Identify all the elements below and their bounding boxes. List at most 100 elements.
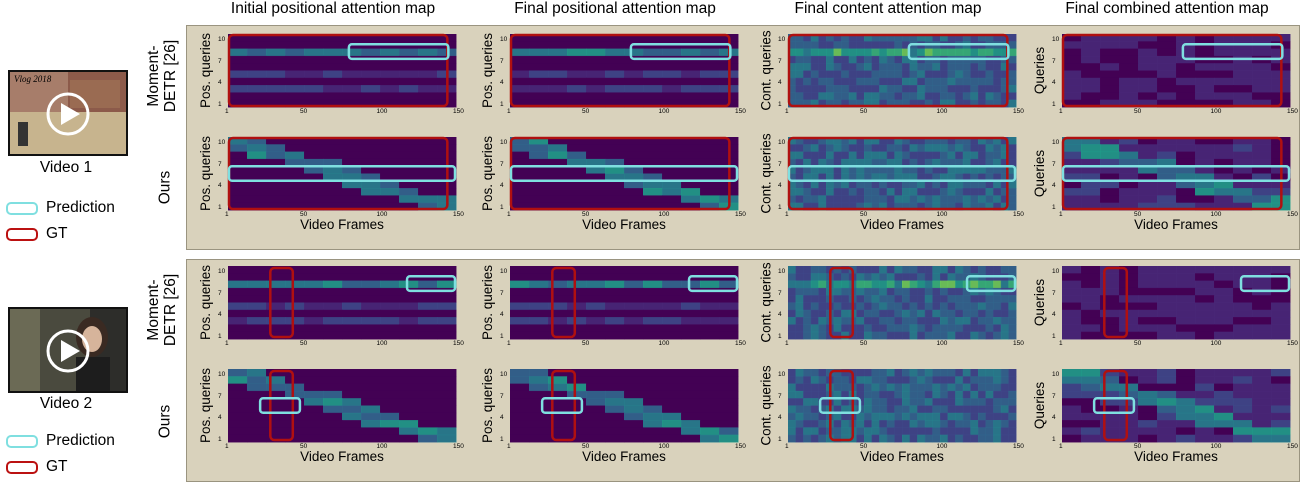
heatmap-cell — [788, 41, 797, 50]
heatmap-cell — [529, 427, 549, 436]
heatmap-cell — [285, 309, 305, 318]
heatmap-cell — [1138, 376, 1158, 385]
heatmap-cell — [1195, 166, 1215, 174]
heatmap-cell — [681, 266, 701, 274]
heatmap-cell — [323, 34, 343, 42]
heatmap-cell — [1233, 369, 1253, 377]
heatmap-cell — [985, 195, 994, 204]
heatmap-cell — [826, 85, 835, 93]
heatmap-cell — [962, 166, 971, 174]
heatmap-cell — [833, 166, 842, 174]
heatmap-cell — [323, 383, 343, 392]
heatmap-cell — [1000, 144, 1009, 153]
heatmap-cell — [932, 34, 941, 42]
heatmap-cell — [803, 390, 812, 399]
heatmap-cell — [886, 77, 895, 86]
heatmap-cell — [788, 70, 797, 79]
heatmap-cell — [955, 412, 964, 421]
heatmap-cell — [940, 280, 949, 289]
heatmap-cell — [418, 180, 438, 189]
heatmap-cell — [437, 369, 457, 377]
heatmap-cell — [247, 55, 267, 64]
heatmap-cell — [833, 302, 842, 311]
heatmap-cell — [1100, 99, 1120, 108]
heatmap-cell — [818, 383, 827, 392]
heatmap-cell — [399, 369, 419, 377]
heatmap-cell — [879, 70, 888, 79]
heatmap-cell — [662, 166, 682, 174]
heatmap-cell — [380, 63, 400, 71]
y-tick-label: 4 — [218, 79, 222, 87]
heatmap-cell — [818, 195, 827, 204]
heatmap-cell — [902, 158, 911, 167]
heatmap-cell — [1008, 295, 1017, 303]
heatmap-cell — [1008, 376, 1017, 385]
heatmap-cell — [399, 376, 419, 385]
heatmap-cell — [399, 266, 419, 274]
heatmap-cell — [1252, 376, 1272, 385]
heatmap-cell — [871, 77, 880, 86]
heatmap-cell — [1176, 324, 1196, 333]
heatmap-cell — [985, 173, 994, 182]
heatmap-cell — [662, 188, 682, 196]
heatmap-cell — [380, 412, 400, 421]
heatmap-cell — [662, 324, 682, 333]
heatmap-cell — [437, 390, 457, 399]
heatmap-cell — [1081, 173, 1101, 182]
heatmap-cell — [909, 99, 918, 108]
heatmap-cell — [818, 295, 827, 303]
heatmap-cell — [700, 331, 720, 340]
heatmap-cell — [719, 331, 739, 340]
heatmap-cell — [1157, 41, 1177, 50]
heatmap-cell — [285, 383, 305, 392]
heatmap-cell — [993, 376, 1002, 385]
heatmap-cell — [380, 166, 400, 174]
heatmap-cell — [662, 331, 682, 340]
heatmap-cell — [586, 302, 606, 311]
heatmap-cell — [848, 70, 857, 79]
heatmap-cell — [1176, 158, 1196, 167]
heatmap-cell — [970, 99, 979, 108]
heatmap-cell — [1100, 85, 1120, 93]
heatmap-cell — [228, 398, 248, 406]
heatmap-cell — [323, 48, 343, 57]
heatmap-cell — [399, 434, 419, 443]
heatmap-cell — [700, 202, 720, 211]
heatmap-cell — [567, 309, 587, 318]
heatmap-cell — [902, 99, 911, 108]
heatmap-cell — [605, 180, 625, 189]
gt-box — [1103, 369, 1129, 442]
heatmap-cell — [985, 266, 994, 274]
heatmap-cell — [932, 266, 941, 274]
heatmap-cell — [700, 158, 720, 167]
heatmap-cell — [1214, 151, 1234, 160]
heatmap-cell — [955, 295, 964, 303]
heatmap-cell — [970, 324, 979, 333]
heatmap-cell — [548, 331, 568, 340]
heatmap-cell — [567, 188, 587, 196]
heatmap-cell — [833, 34, 842, 42]
heatmap-cell — [1157, 398, 1177, 406]
heatmap-cell — [605, 55, 625, 64]
heatmap-cell — [285, 376, 305, 385]
x-tick-label: 1 — [507, 108, 511, 115]
heatmap-cell — [1233, 427, 1253, 436]
heatmap-cell — [510, 202, 530, 211]
heatmap-cell — [894, 55, 903, 64]
heatmap-cell — [418, 369, 438, 377]
heatmap-cell — [361, 266, 381, 274]
heatmap-cell — [418, 317, 438, 325]
heatmap-cell — [788, 63, 797, 71]
heatmap-cell — [304, 317, 324, 325]
x-tick-label: 1 — [225, 108, 229, 115]
heatmap-cell — [342, 376, 362, 385]
heatmap-cell — [1214, 173, 1234, 182]
heatmap-cell — [803, 77, 812, 86]
heatmap-cell — [978, 137, 987, 145]
heatmap-cell — [909, 420, 918, 428]
heatmap-cell — [864, 280, 873, 289]
heatmap-cell — [864, 202, 873, 211]
heatmap-cell — [548, 324, 568, 333]
heatmap-cell — [1100, 55, 1120, 64]
y-axis-label: Queries — [1032, 149, 1048, 198]
